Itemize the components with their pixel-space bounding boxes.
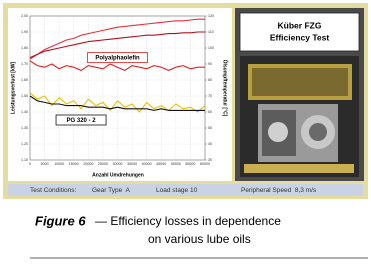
y2-tick-label: 50 [208,126,212,130]
y-tick-label: 1,70 [21,62,28,66]
y-tick-label: 1,50 [21,94,28,98]
y-tick-label: 1,40 [21,110,28,114]
y-tick-label: 2,00 [21,14,28,18]
y2-tick-label: 100 [208,46,214,50]
conditions-label: Test Conditions: [30,187,76,194]
chart-area [8,8,232,181]
y-tick-label: 1,30 [21,126,28,130]
y2-axis-title: Ölsumpftemperatur [°C] [222,60,229,117]
photo [240,56,359,177]
conditions-speed: Peripheral Speed 8,3 m/s [241,187,317,194]
x-tick-label: 15000 [69,162,79,166]
y-axis-title: Leistungsverlust [kW] [10,62,16,115]
y2-tick-label: 80 [208,78,212,82]
y-tick-label: 1,80 [21,46,28,50]
x-tick-label: 50000 [171,162,181,166]
y2-tick-label: 90 [208,62,212,66]
x-tick-label: 30000 [113,162,123,166]
x-tick-label: 55000 [185,162,195,166]
page: 1,10 1,20 1,30 1,40 1,50 1,60 1,70 1,80 1,90 2,00… [0,0,371,266]
x-axis-title: Anzahl Umdrehungen [92,172,144,178]
y2-tick-label: 110 [208,30,214,34]
panel-title: Küber FZG [278,20,322,30]
y-tick-label: 1,90 [21,30,28,34]
x-tick-label: 60000 [200,162,210,166]
conditions-gear: Gear Type A [92,187,130,194]
series-label: PG 320 - 2 [67,118,97,124]
caption-text: on various lube oils [148,232,251,246]
panel-title: Efficiency Test [270,32,330,42]
series-label: Polyalphaolefin [95,56,140,62]
x-tick-label: 20000 [83,162,93,166]
x-tick-label: 10000 [54,162,64,166]
y2-tick-label: 70 [208,94,212,98]
x-tick-label: 40000 [142,162,152,166]
y-tick-label: 1,10 [21,158,28,162]
conditions-load: Load stage 10 [156,187,198,194]
y2-tick-label: 40 [208,142,212,146]
x-tick-label: 25000 [98,162,108,166]
y2-tick-label: 120 [208,14,214,18]
x-tick-label: 0 [29,162,31,166]
y-tick-label: 1,20 [21,142,28,146]
caption-text: — Efficiency losses in dependence [95,214,281,228]
caption-label: Figure 6 [35,213,86,228]
y-tick-label: 1,60 [21,78,28,82]
y2-tick-label: 60 [208,110,212,114]
x-tick-label: 45000 [156,162,166,166]
x-tick-label: 35000 [127,162,137,166]
x-tick-label: 5000 [41,162,49,166]
